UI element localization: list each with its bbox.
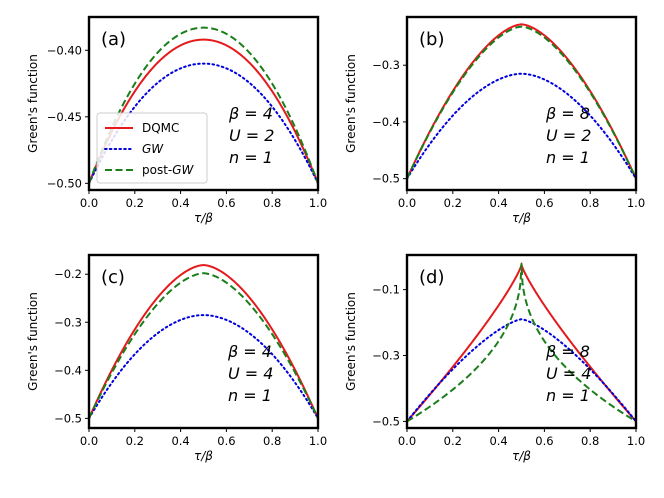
legend: DQMC GW post-GW [96,112,208,184]
legend-label-postgw: post-GW [142,163,195,177]
axes-frame [87,253,320,430]
x-tick-label: 0.4 [171,434,189,448]
y-tick-label: −0.3 [372,349,400,363]
series-gw-line [407,72,636,180]
x-tick-label: 0.6 [217,196,235,210]
x-axis-label: τ/β [512,449,531,463]
panel-label: (c) [101,267,125,288]
x-tick-label: 0.4 [171,196,189,210]
x-tick-label: 0.0 [398,196,416,210]
parameter-annotation: n = 1 [546,148,590,167]
x-tick-label: 0.0 [398,434,416,448]
x-tick-label: 1.0 [309,434,327,448]
x-tick-label: 0.2 [444,434,462,448]
parameter-annotation: n = 1 [546,386,590,405]
parameter-annotation: β = 8 [545,342,590,361]
parameter-annotation: β = 8 [545,104,590,123]
x-tick-label: 0.8 [581,196,599,210]
y-tick-label: −0.5 [372,172,400,186]
parameter-annotation: U = 4 [228,364,273,383]
panel-label: (a) [101,29,126,50]
y-axis-label: Green's function [26,54,40,153]
series-group [89,264,318,420]
series-dqmc-line [89,264,318,419]
y-axis-label: Green's function [26,292,40,391]
x-tick-label: 0.6 [535,196,553,210]
x-tick-label: 0.6 [217,434,235,448]
panel-label: (d) [419,267,444,288]
series-group [407,261,636,423]
legend-box [96,112,208,184]
y-tick-label: −0.3 [54,315,82,329]
series-gw-line [89,314,318,420]
panel-a: 0.0 0.2 0.4 0.6 0.8 1.0 −0.50 −0.45 −0.40 τ/β Gree… [26,15,327,225]
x-tick-label: 1.0 [309,196,327,210]
y-tick-label: −0.40 [47,43,82,57]
axes-frame [405,253,638,430]
axes-frame [405,15,638,192]
axes-frame [87,15,320,192]
parameter-annotation: n = 1 [228,386,272,405]
y-axis-label: Green's function [344,292,358,391]
x-tick-label: 0.2 [126,196,144,210]
x-tick-label: 0.0 [80,434,98,448]
x-tick-label: 0.8 [263,434,281,448]
series-postgw-line [407,263,636,423]
panel-label: (b) [419,29,444,50]
x-axis-label: τ/β [194,449,213,463]
panel-b: 0.0 0.2 0.4 0.6 0.8 1.0 −0.5 −0.4 −0.3 τ/β Green's… [344,15,645,225]
legend-label-dqmc: DQMC [142,121,179,135]
y-tick-label: −0.5 [54,411,82,425]
series-dqmc-line [89,38,318,184]
y-tick-label: −0.1 [372,283,400,297]
x-tick-label: 0.0 [80,196,98,210]
parameter-annotation: U = 2 [546,126,591,145]
y-tick-label: −0.50 [47,176,82,190]
panel-c: 0.0 0.2 0.4 0.6 0.8 1.0 −0.5 −0.4 −0.3 −0.2 τ/β Gre… [26,253,327,463]
legend-label-gw: GW [142,142,164,156]
x-tick-label: 0.6 [535,434,553,448]
x-tick-label: 1.0 [627,196,645,210]
x-tick-label: 0.8 [581,434,599,448]
y-axis-label: Green's function [344,54,358,153]
x-tick-label: 0.2 [126,434,144,448]
parameter-annotation: U = 4 [546,364,591,383]
series-postgw-line [89,26,318,184]
y-tick-label: −0.2 [54,267,82,281]
y-tick-label: −0.4 [54,363,82,377]
x-axis-label: τ/β [194,211,213,225]
x-tick-label: 1.0 [627,434,645,448]
panel-d: 0.0 0.2 0.4 0.6 0.8 1.0 −0.5 −0.3 −0.1 τ/β Green's… [344,253,645,463]
x-axis-label: τ/β [512,211,531,225]
y-tick-label: −0.45 [47,110,82,124]
y-tick-label: −0.5 [372,414,400,428]
series-postgw-line [407,25,636,180]
series-group [407,23,636,180]
x-tick-label: 0.2 [444,196,462,210]
x-tick-label: 0.8 [263,196,281,210]
parameter-annotation: n = 1 [229,148,273,167]
y-tick-label: −0.3 [372,58,400,72]
x-tick-label: 0.4 [489,196,507,210]
parameter-annotation: U = 2 [229,126,274,145]
parameter-annotation: β = 4 [228,104,273,123]
series-gw-line [407,318,636,423]
parameter-annotation: β = 4 [227,342,272,361]
x-tick-label: 0.4 [489,434,507,448]
y-tick-label: −0.4 [372,115,400,129]
series-postgw-line [89,272,318,419]
